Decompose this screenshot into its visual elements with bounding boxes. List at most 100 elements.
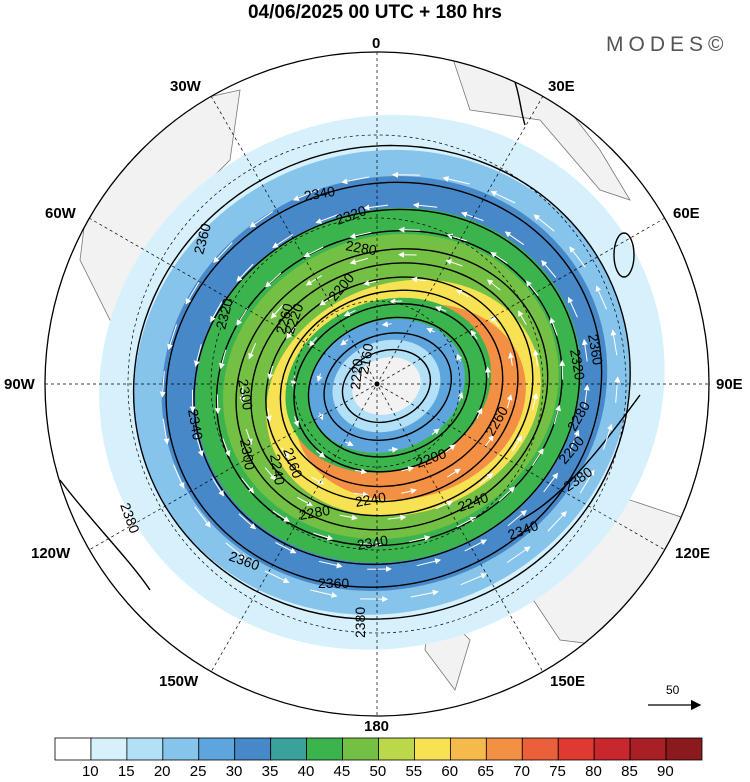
wind-arrow xyxy=(478,473,494,486)
wind-arrow xyxy=(313,532,334,541)
wind-arrow xyxy=(315,213,339,224)
wind-arrow xyxy=(349,257,369,265)
colorbar-tick-label: 75 xyxy=(549,763,566,780)
wind-arrow xyxy=(411,276,427,283)
contour-label: 2160 xyxy=(355,342,376,376)
colorbar-tick-label: 25 xyxy=(189,763,207,780)
colorbar-tick-label: 30 xyxy=(225,763,243,780)
wind-arrow xyxy=(569,246,586,268)
wind-arrow xyxy=(504,231,525,246)
wind-arrow xyxy=(162,418,170,445)
contour-label: 2240 xyxy=(354,489,388,510)
wind-arrow xyxy=(490,315,500,327)
wind-arrow xyxy=(193,344,202,367)
colorbar-swatch xyxy=(234,737,272,761)
wind-arrow xyxy=(435,306,447,312)
wind-arrow xyxy=(460,211,484,222)
colorbar-tick-label: 70 xyxy=(513,763,530,780)
wind-arrow xyxy=(387,514,407,521)
wind-arrow xyxy=(239,386,246,403)
wind-arrow xyxy=(541,260,557,278)
colorbar-swatch xyxy=(449,737,487,761)
colorbar-tick-label: 60 xyxy=(441,763,459,780)
wind-arrow xyxy=(354,468,368,475)
wind-arrow xyxy=(614,376,621,403)
wind-arrow xyxy=(241,477,255,494)
wind-arrow xyxy=(264,570,290,583)
south-pole-marker xyxy=(374,381,380,387)
wind-arrow xyxy=(238,513,257,530)
wind-arrow xyxy=(486,279,501,291)
wind-arrow xyxy=(610,329,618,356)
wind-speed-shading xyxy=(99,114,665,650)
colorbar-tick-label: 10 xyxy=(81,763,99,780)
colorbar-swatch xyxy=(485,737,523,761)
wind-arrow xyxy=(292,188,320,201)
wind-arrow xyxy=(249,211,274,228)
contour-cell-60e xyxy=(613,232,635,278)
wind-arrow xyxy=(275,542,297,554)
wind-arrow xyxy=(339,514,358,521)
colorbar-swatch xyxy=(414,737,451,761)
wind-arrow xyxy=(167,324,178,351)
wind-arrow xyxy=(508,352,515,366)
wind-arrow xyxy=(293,416,300,427)
map-boundary xyxy=(44,51,710,717)
wind-arrow xyxy=(272,234,294,249)
contour-label: 2320 xyxy=(212,296,236,330)
wind-arrow xyxy=(303,246,324,258)
wind-arrow xyxy=(464,539,487,552)
wind-arrow xyxy=(409,535,431,543)
colorbar-swatch xyxy=(126,737,164,761)
wind-arrow xyxy=(401,488,417,495)
wind-arrow xyxy=(286,326,296,339)
wind-arrow xyxy=(490,251,508,264)
wind-arrow xyxy=(559,359,566,380)
wind-arrow xyxy=(159,371,166,398)
wind-arrow xyxy=(381,321,392,328)
wind-arrow xyxy=(388,446,399,453)
wind-arrow xyxy=(549,317,558,336)
wind-arrow xyxy=(602,423,613,450)
wind-arrow xyxy=(579,469,595,494)
wind-arrow xyxy=(341,176,370,185)
colorbar-swatch xyxy=(557,737,595,761)
wind-arrow xyxy=(532,349,539,367)
wind-arrow xyxy=(264,467,277,481)
contour-label: 2240 xyxy=(267,453,288,487)
wind-arrow xyxy=(446,233,467,242)
contour-label: 2220 xyxy=(347,358,366,391)
map-title: 04/06/2025 00 UTC + 180 hrs xyxy=(247,2,503,23)
wind-arrow xyxy=(498,486,516,502)
modes-logo: MODES© xyxy=(606,33,729,56)
wind-arrow xyxy=(533,214,555,232)
lon-label-60e: 60E xyxy=(673,205,700,222)
wind-arrow xyxy=(506,394,513,409)
wind-arrow xyxy=(345,440,354,447)
lon-label-30e: 30E xyxy=(548,78,575,95)
contour-label: 2300 xyxy=(237,438,258,472)
wind-arrow xyxy=(213,242,233,264)
colorbar-tick-label: 55 xyxy=(405,763,423,780)
wind-arrow xyxy=(340,339,349,346)
colorbar-swatch xyxy=(378,737,415,761)
colorbar-swatch xyxy=(306,737,343,761)
wind-arrow xyxy=(353,491,369,498)
colorbar-tick-label: 90 xyxy=(657,763,674,780)
wind-arrow xyxy=(442,176,470,185)
wind-arrow xyxy=(416,558,442,567)
wind-arrow xyxy=(173,464,185,489)
wind-arrow xyxy=(245,429,253,445)
wind-arrow xyxy=(272,510,290,523)
colorbar-swatch xyxy=(162,737,200,761)
wind-arrow xyxy=(543,472,559,493)
wind-arrow xyxy=(211,477,225,497)
contour-label: 2340 xyxy=(356,532,390,553)
contour-2380-east xyxy=(519,394,641,521)
wind-arrow xyxy=(460,573,488,586)
colorbar-tick-label: 50 xyxy=(369,763,387,780)
wind-arrow xyxy=(484,435,494,448)
wind-arrow xyxy=(456,353,463,362)
wind-arrow xyxy=(248,343,257,360)
wind-arrow xyxy=(431,428,440,435)
